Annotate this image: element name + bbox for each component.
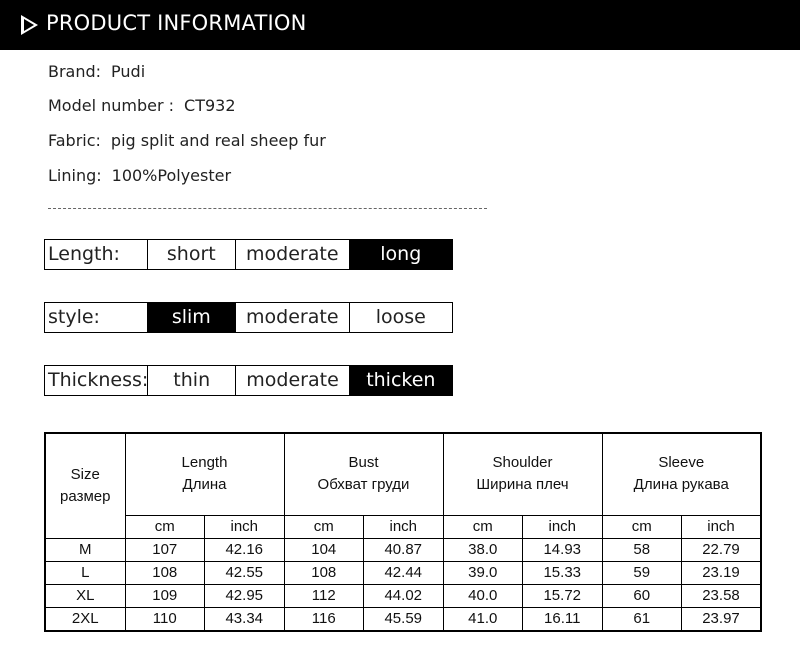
- option: moderate: [235, 240, 348, 269]
- group-header-length: Length Длина: [124, 432, 285, 516]
- info-value: 100%Polyester: [111, 166, 232, 185]
- unit-header: inch: [363, 514, 444, 539]
- value-cell: 15.72: [522, 583, 603, 608]
- value-cell: 112: [283, 583, 364, 608]
- value-cell: 40.87: [363, 537, 444, 562]
- attribute-label: style:: [48, 306, 100, 328]
- info-label: Brand:: [48, 62, 102, 81]
- value-cell: 61: [601, 606, 682, 632]
- info-label: Fabric:: [48, 131, 101, 150]
- group-header-sleeve: Sleeve Длина рукава: [601, 432, 762, 516]
- section-title: PRODUCT INFORMATION: [46, 11, 307, 35]
- size-cell: XL: [44, 583, 126, 608]
- value-cell: 104: [283, 537, 364, 562]
- value-cell: 108: [283, 560, 364, 585]
- info-model: Model number : CT932: [48, 96, 236, 115]
- attribute-length: Length: short moderate long: [44, 239, 453, 270]
- value-cell: 59: [601, 560, 682, 585]
- value-cell: 41.0: [442, 606, 523, 632]
- unit-header: inch: [522, 514, 603, 539]
- size-table: Size размер Length Длина Bust Обхват груди …: [44, 432, 762, 632]
- value-cell: 108: [124, 560, 205, 585]
- attribute-style: style: slim moderate loose: [44, 302, 453, 333]
- value-cell: 14.93: [522, 537, 603, 562]
- size-cell: M: [44, 537, 126, 562]
- section-header: PRODUCT INFORMATION: [0, 0, 800, 50]
- attribute-label: Length:: [48, 243, 120, 265]
- info-label: Model number :: [48, 96, 175, 115]
- value-cell: 43.34: [204, 606, 285, 632]
- unit-header: cm: [283, 514, 364, 539]
- unit-header: cm: [124, 514, 205, 539]
- value-cell: 109: [124, 583, 205, 608]
- option: moderate: [235, 303, 348, 332]
- size-cell: L: [44, 560, 126, 585]
- info-value: Pudi: [111, 62, 146, 81]
- value-cell: 42.55: [204, 560, 285, 585]
- value-cell: 38.0: [442, 537, 523, 562]
- value-cell: 60: [601, 583, 682, 608]
- unit-header: inch: [681, 514, 762, 539]
- option: loose: [348, 303, 452, 332]
- value-cell: 39.0: [442, 560, 523, 585]
- value-cell: 22.79: [681, 537, 762, 562]
- table-row: L 108 42.55 108 42.44 39.0 15.33 59 23.19: [44, 560, 762, 585]
- table-header-row: Size размер Length Длина Bust Обхват груди …: [44, 432, 762, 539]
- table-row: M 107 42.16 104 40.87 38.0 14.93 58 22.79: [44, 537, 762, 562]
- value-cell: 40.0: [442, 583, 523, 608]
- table-row: XL 109 42.95 112 44.02 40.0 15.72 60 23.58: [44, 583, 762, 608]
- value-cell: 45.59: [363, 606, 444, 632]
- play-triangle-icon: [21, 15, 38, 35]
- value-cell: 58: [601, 537, 682, 562]
- unit-header: cm: [442, 514, 523, 539]
- value-cell: 44.02: [363, 583, 444, 608]
- info-fabric: Fabric: pig split and real sheep fur: [48, 131, 326, 150]
- info-label: Lining:: [48, 166, 102, 185]
- option-selected: thicken: [348, 366, 452, 395]
- info-lining: Lining: 100%Polyester: [48, 166, 231, 185]
- size-cell: 2XL: [44, 606, 126, 632]
- attribute-thickness: Thickness: thin moderate thicken: [44, 365, 453, 396]
- value-cell: 42.44: [363, 560, 444, 585]
- value-cell: 107: [124, 537, 205, 562]
- divider: [48, 208, 487, 209]
- table-row: 2XL 110 43.34 116 45.59 41.0 16.11 61 23.97: [44, 606, 762, 632]
- option: moderate: [235, 366, 348, 395]
- group-header-shoulder: Shoulder Ширина плеч: [442, 432, 603, 516]
- unit-header: cm: [601, 514, 682, 539]
- size-header: Size размер: [44, 432, 126, 539]
- info-brand: Brand: Pudi: [48, 62, 145, 81]
- value-cell: 23.97: [681, 606, 762, 632]
- value-cell: 116: [283, 606, 364, 632]
- attribute-label: Thickness:: [48, 369, 149, 391]
- option-selected: long: [348, 240, 452, 269]
- units-row: cm inch cm inch cm inch cm inch: [45, 514, 762, 539]
- info-value: pig split and real sheep fur: [110, 131, 326, 150]
- option: short: [146, 240, 236, 269]
- option: thin: [147, 366, 235, 395]
- value-cell: 15.33: [522, 560, 603, 585]
- info-value: CT932: [184, 96, 236, 115]
- group-header-bust: Bust Обхват груди: [283, 432, 444, 516]
- value-cell: 23.58: [681, 583, 762, 608]
- value-cell: 42.95: [204, 583, 285, 608]
- value-cell: 16.11: [522, 606, 603, 632]
- unit-header: inch: [204, 514, 285, 539]
- value-cell: 42.16: [204, 537, 285, 562]
- option-selected: slim: [146, 303, 236, 332]
- value-cell: 23.19: [681, 560, 762, 585]
- value-cell: 110: [124, 606, 205, 632]
